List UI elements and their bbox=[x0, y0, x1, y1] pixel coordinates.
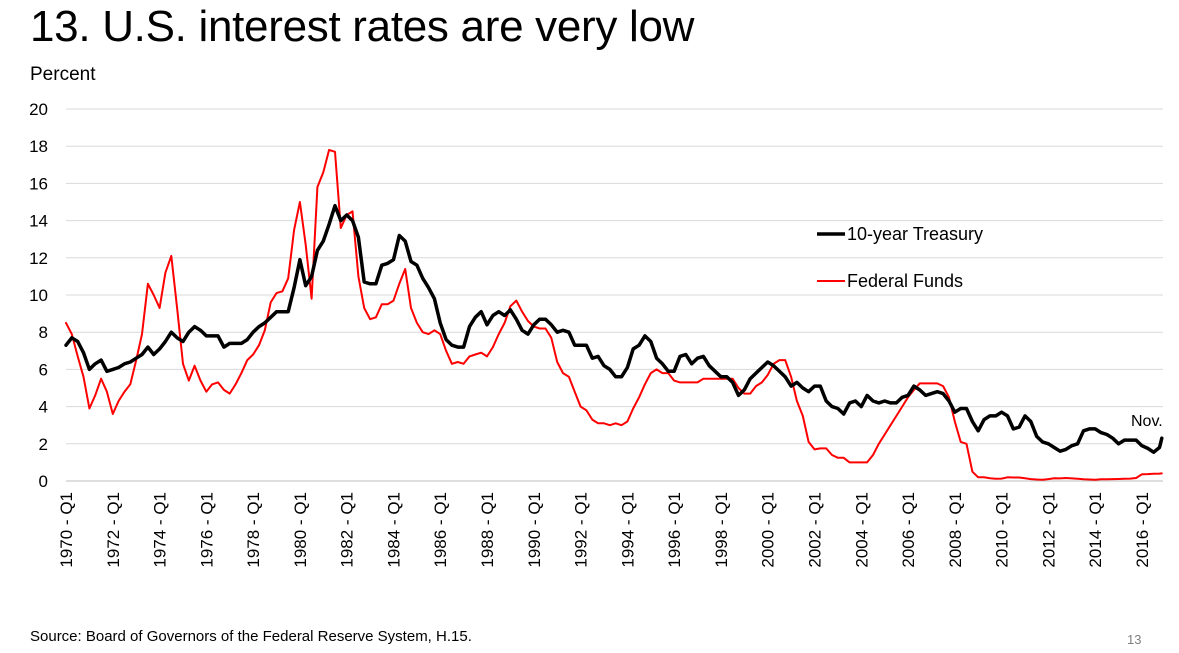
series-lines bbox=[64, 148, 1164, 481]
x-tick-label: 1990 - Q1 bbox=[525, 492, 544, 568]
y-tick-label: 20 bbox=[29, 100, 48, 119]
x-tick-label: 2016 - Q1 bbox=[1133, 492, 1152, 568]
x-tick-label: 1974 - Q1 bbox=[151, 492, 170, 568]
y-tick-label: 8 bbox=[39, 323, 48, 342]
x-tick-label: 1992 - Q1 bbox=[572, 492, 591, 568]
x-tick-label: 2010 - Q1 bbox=[993, 492, 1012, 568]
x-tick-label: 1988 - Q1 bbox=[478, 492, 497, 568]
y-tick-label: 6 bbox=[39, 360, 48, 379]
y-axis-unit-label: Percent bbox=[30, 64, 96, 85]
x-tick-label: 1982 - Q1 bbox=[338, 492, 357, 568]
legend-label-treasury: 10-year Treasury bbox=[847, 224, 983, 244]
y-tick-label: 14 bbox=[29, 212, 48, 231]
x-axis-ticks: 1970 - Q1 1972 - Q1 1974 - Q1 1976 - Q1 1978… bbox=[57, 492, 1152, 568]
legend-label-fed-funds: Federal Funds bbox=[847, 271, 963, 291]
source-note: Source: Board of Governors of the Federa… bbox=[30, 628, 472, 645]
page-number: 13 bbox=[1127, 632, 1142, 647]
y-tick-label: 0 bbox=[39, 472, 48, 491]
x-tick-label: 1994 - Q1 bbox=[618, 492, 637, 568]
x-tick-label: 2002 - Q1 bbox=[805, 492, 824, 568]
series-line-treasury bbox=[64, 203, 1164, 454]
y-tick-label: 12 bbox=[29, 249, 48, 268]
x-tick-label: 1970 - Q1 bbox=[57, 492, 76, 568]
x-tick-label: 1984 - Q1 bbox=[384, 492, 403, 568]
y-axis-ticks: 0 2 4 6 8 10 12 14 16 18 20 bbox=[29, 100, 48, 491]
x-tick-label: 2004 - Q1 bbox=[852, 492, 871, 568]
x-tick-label: 1986 - Q1 bbox=[431, 492, 450, 568]
legend: 10-year Treasury Federal Funds bbox=[817, 224, 983, 291]
x-tick-label: 1976 - Q1 bbox=[197, 492, 216, 568]
y-tick-label: 18 bbox=[29, 137, 48, 156]
y-tick-label: 10 bbox=[29, 286, 48, 305]
y-tick-label: 4 bbox=[39, 398, 48, 417]
annotation-nov: Nov. bbox=[1131, 413, 1163, 430]
y-tick-label: 2 bbox=[39, 435, 48, 454]
slide-title: 13. U.S. interest rates are very low bbox=[30, 2, 695, 51]
x-tick-label: 2008 - Q1 bbox=[946, 492, 965, 568]
interest-rate-chart: 0 2 4 6 8 10 12 14 16 18 20 1970 - Q1 1972 - Q1 1974… bbox=[29, 100, 1164, 568]
x-tick-label: 1996 - Q1 bbox=[665, 492, 684, 568]
series-line-fed-funds bbox=[65, 148, 1163, 481]
x-tick-label: 1978 - Q1 bbox=[244, 492, 263, 568]
x-tick-label: 1980 - Q1 bbox=[291, 492, 310, 568]
gridlines bbox=[66, 108, 1163, 482]
x-tick-label: 1972 - Q1 bbox=[104, 492, 123, 568]
x-tick-label: 2000 - Q1 bbox=[759, 492, 778, 568]
x-tick-label: 1998 - Q1 bbox=[712, 492, 731, 568]
x-tick-label: 2012 - Q1 bbox=[1039, 492, 1058, 568]
x-tick-label: 2014 - Q1 bbox=[1086, 492, 1105, 568]
x-tick-label: 2006 - Q1 bbox=[899, 492, 918, 568]
y-tick-label: 16 bbox=[29, 174, 48, 193]
